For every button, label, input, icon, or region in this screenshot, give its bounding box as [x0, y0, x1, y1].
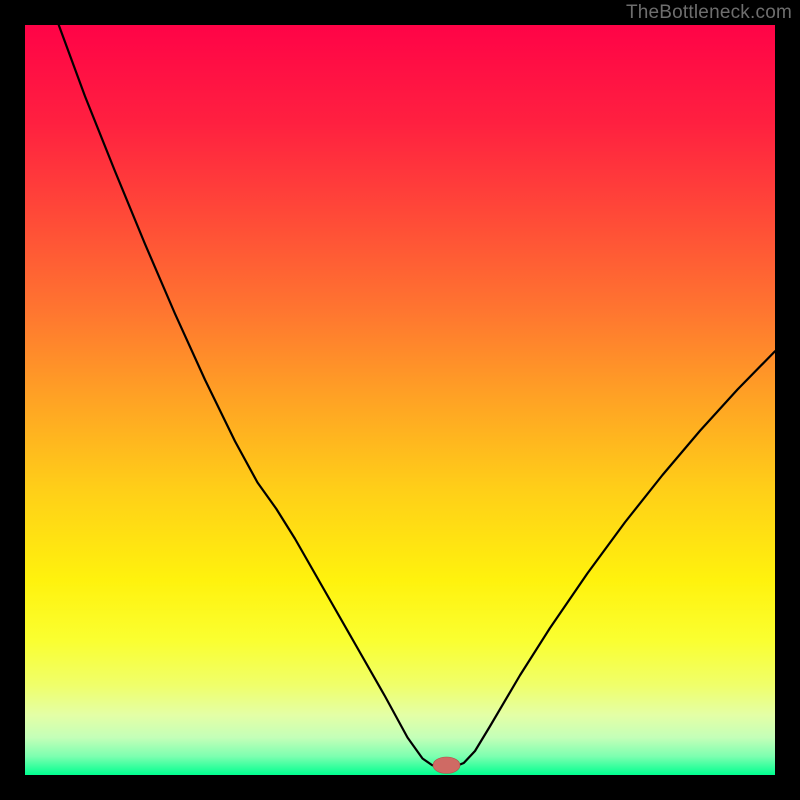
plot-background	[25, 25, 775, 775]
watermark-text: TheBottleneck.com	[626, 2, 792, 24]
chart-container: TheBottleneck.com	[0, 0, 800, 800]
bottleneck-chart	[0, 0, 800, 800]
optimum-marker	[433, 757, 460, 774]
